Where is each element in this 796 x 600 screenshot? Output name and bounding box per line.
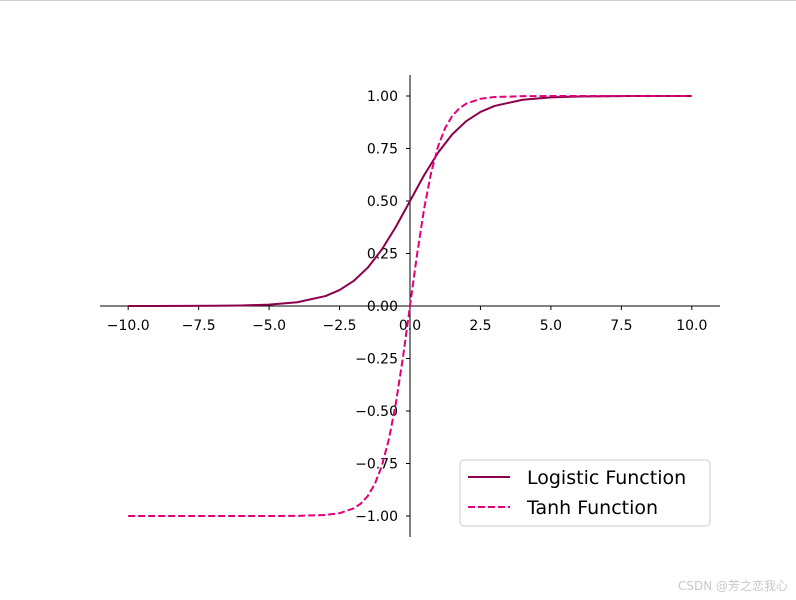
y-tick-label: −1.00 bbox=[355, 509, 398, 525]
x-tick-label: −10.0 bbox=[107, 318, 150, 334]
legend-label: Logistic Function bbox=[527, 467, 686, 489]
x-tick-label: 7.5 bbox=[610, 318, 632, 334]
x-tick-label: −5.0 bbox=[252, 318, 286, 334]
y-tick-label: 0.50 bbox=[367, 194, 398, 210]
legend: Logistic Function Tanh Function bbox=[459, 459, 711, 527]
tanh-series-line bbox=[128, 95, 692, 517]
legend-box bbox=[459, 459, 711, 527]
y-tick-label: −0.25 bbox=[355, 352, 398, 368]
x-tick-label: −7.5 bbox=[182, 318, 216, 334]
axes: −10.0 −7.5 −5.0 −2.5 0.0 2.5 5.0 7.5 10.0 −1.00 −0… bbox=[100, 75, 720, 537]
top-border bbox=[0, 0, 796, 1]
y-tick-label: 1.00 bbox=[367, 89, 398, 105]
x-tick-label: 0.0 bbox=[399, 318, 421, 334]
y-tick-label: 0.00 bbox=[367, 299, 398, 315]
watermark: CSDN @芳之恋我心 bbox=[677, 579, 788, 593]
x-tick-label: 5.0 bbox=[540, 318, 562, 334]
x-tick-label: −2.5 bbox=[323, 318, 357, 334]
y-tick-label: −0.50 bbox=[355, 404, 398, 420]
legend-label: Tanh Function bbox=[526, 497, 658, 519]
y-tick-label: −0.75 bbox=[355, 457, 398, 473]
y-tick-label: 0.75 bbox=[367, 142, 398, 158]
x-tick-label: 2.5 bbox=[469, 318, 491, 334]
series-layer bbox=[128, 95, 692, 517]
x-tick-label: 10.0 bbox=[676, 318, 707, 334]
